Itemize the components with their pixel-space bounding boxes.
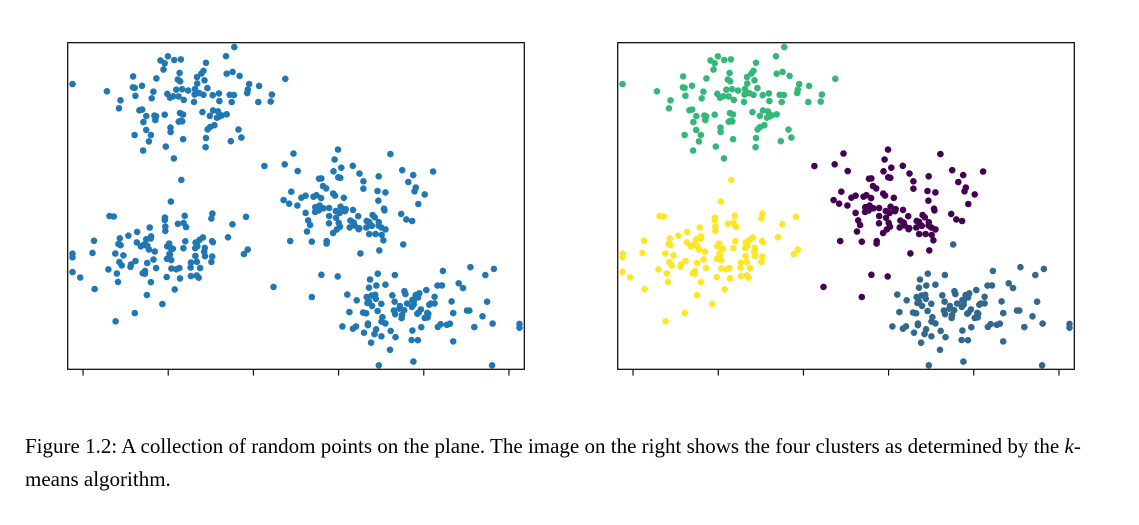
scatter-panel-unclustered	[67, 42, 525, 378]
figure-caption: Figure 1.2: A collection of random point…	[25, 430, 1123, 496]
caption-math-k: k	[1064, 434, 1074, 458]
caption-text-end: -means algorithm.	[25, 434, 1081, 491]
caption-text-start: Figure 1.2: A collection of random point…	[25, 434, 1065, 458]
scatter-panel-clustered	[617, 42, 1075, 378]
scatter-plot-unclustered	[67, 42, 525, 376]
scatter-plot-clustered	[617, 42, 1075, 376]
